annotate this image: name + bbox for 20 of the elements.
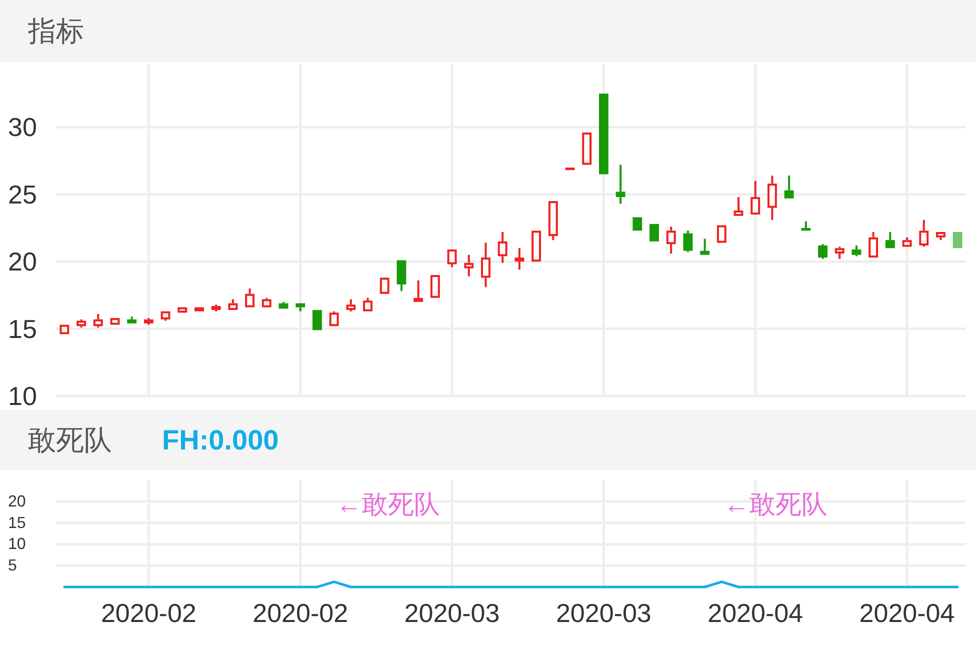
title: 指标	[28, 16, 84, 46]
title: 敢死队	[28, 424, 112, 456]
x-tick-label: 2020-04	[708, 598, 804, 628]
x-tick-label: 2020-02	[100, 598, 196, 628]
x-tick-label: 2020-02	[252, 598, 348, 628]
y-tick-label: 5	[8, 556, 17, 575]
y-tick-label: 20	[8, 246, 37, 277]
x-tick-label: 2020-03	[404, 598, 500, 628]
y-tick-label: 30	[8, 112, 37, 142]
y-tick-label: 10	[8, 381, 37, 411]
y-tick-label: 20	[8, 492, 26, 510]
x-tick-label: 2020-03	[556, 598, 652, 628]
y-tick-label: 10	[8, 535, 26, 554]
annotation: ←敢死队	[336, 489, 440, 519]
x-tick-label: 2020-04	[859, 598, 955, 628]
legend: FH:0.000	[162, 424, 279, 456]
y-tick-label: 25	[8, 179, 37, 210]
y-tick-label: 15	[8, 514, 26, 532]
annotation: ←敢死队	[724, 489, 828, 519]
y-tick-label: 15	[8, 314, 37, 344]
